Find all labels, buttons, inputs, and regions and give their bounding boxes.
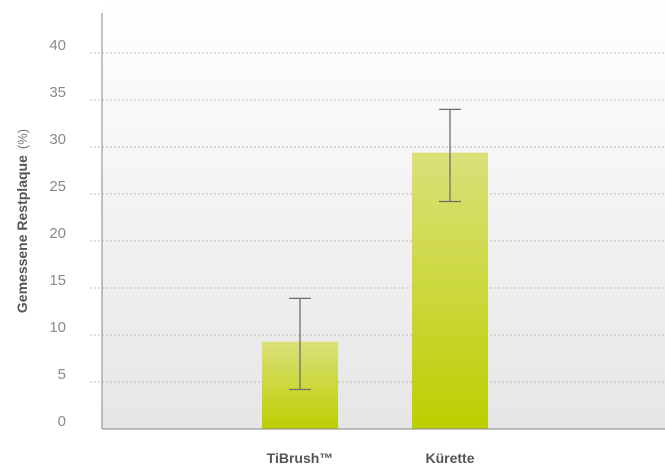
- x-category-labels: TiBrush™ Kürette: [267, 450, 475, 466]
- error-bars: [289, 108, 461, 391]
- y-tick-label: 35: [49, 84, 66, 101]
- y-tick-label: 5: [58, 366, 66, 383]
- plot-background: [102, 0, 665, 429]
- y-axis-title: Gemessene Restplaque: [14, 155, 30, 313]
- x-category-label: TiBrush™: [267, 450, 334, 466]
- y-tick-label: 15: [49, 272, 66, 289]
- y-tick-labels: 0 5 10 15 20 25 30 35 40: [49, 37, 66, 430]
- y-tick-label: 25: [49, 178, 66, 195]
- y-tick-label: 40: [49, 37, 66, 54]
- y-tick-label: 0: [58, 413, 66, 430]
- y-axis-unit: (%): [15, 129, 30, 149]
- y-tick-label: 30: [49, 131, 66, 148]
- y-tick-label: 20: [49, 225, 66, 242]
- y-axis-label: Gemessene Restplaque (%): [14, 129, 30, 313]
- x-category-label: Kürette: [425, 450, 474, 466]
- y-tick-label: 10: [49, 319, 66, 336]
